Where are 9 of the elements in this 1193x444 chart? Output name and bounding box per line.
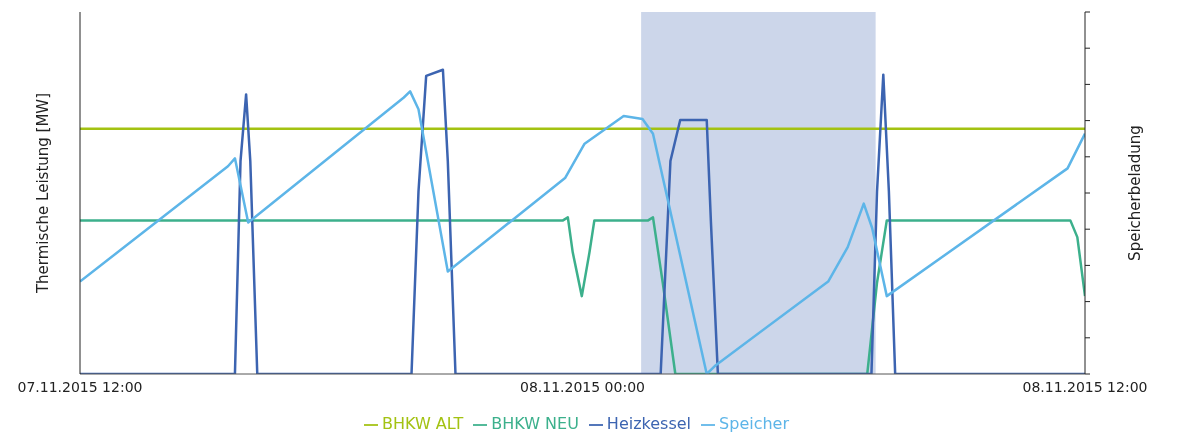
x-tick-label: 08.11.2015 12:00 <box>1022 378 1148 395</box>
legend-label: Heizkessel <box>606 414 692 433</box>
y2-axis-title: Speicherbeladung <box>1126 125 1145 261</box>
x-tick-label: 08.11.2015 00:00 <box>520 378 645 395</box>
y-axis-title: Thermische Leistung [MW] <box>34 92 53 295</box>
legend-label: Speicher <box>719 414 790 433</box>
legend-label: BHKW ALT <box>381 414 464 433</box>
x-tick-label: 07.11.2015 12:00 <box>17 378 143 395</box>
legend-label: BHKW NEU <box>491 414 579 433</box>
